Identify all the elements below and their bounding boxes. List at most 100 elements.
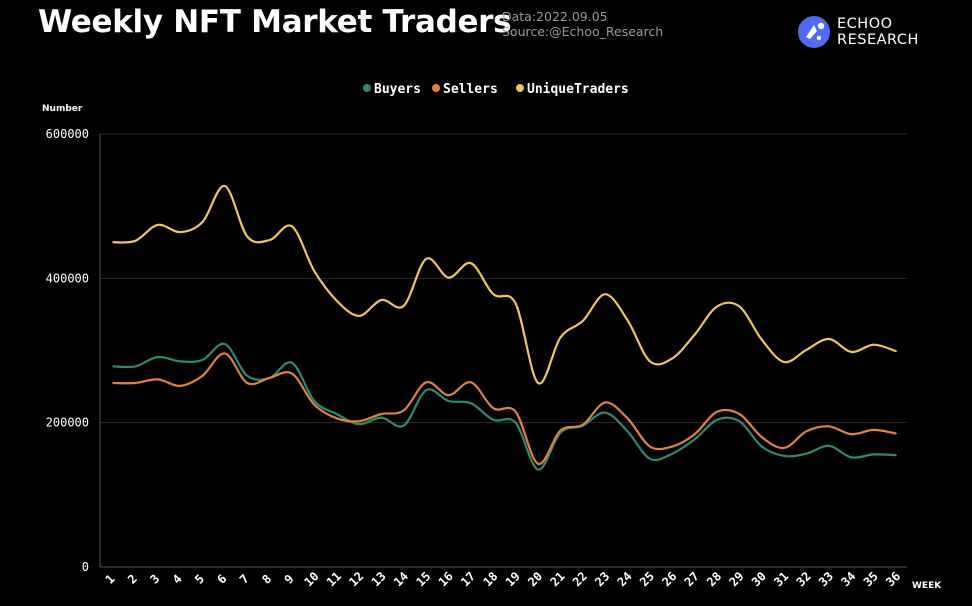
- data-point: [268, 239, 271, 241]
- x-tick-label: 29: [727, 569, 747, 589]
- y-axis-label: Number: [42, 104, 83, 114]
- logo-line-2: RESEARCH: [837, 32, 919, 48]
- data-point: [760, 436, 763, 438]
- x-tick-label: 6: [215, 572, 230, 587]
- x-tick-label: 20: [525, 569, 545, 589]
- data-point: [201, 221, 204, 223]
- y-tick-label: 400000: [46, 271, 89, 285]
- x-tick-label: 26: [659, 569, 679, 589]
- data-point: [872, 343, 875, 346]
- data-point: [649, 360, 651, 363]
- data-point: [783, 447, 785, 449]
- x-axis-label: WEEK: [912, 581, 942, 591]
- data-point: [514, 411, 517, 413]
- data-point: [805, 348, 808, 351]
- x-tick-label: 12: [346, 569, 366, 589]
- data-point: [828, 338, 830, 340]
- x-tick-label: 27: [682, 569, 702, 589]
- data-point: [335, 413, 338, 415]
- data-point: [649, 445, 651, 448]
- x-tick-label: 2: [125, 572, 140, 587]
- x-tick-label: 22: [570, 569, 590, 589]
- x-tick-label: 11: [324, 569, 344, 589]
- data-point: [760, 338, 763, 341]
- data-point: [358, 423, 360, 425]
- data-point: [246, 382, 249, 384]
- legend-marker: [363, 84, 371, 92]
- data-point: [537, 468, 539, 471]
- data-point: [559, 336, 562, 339]
- data-point: [470, 262, 472, 264]
- data-point: [447, 276, 450, 279]
- data-point: [537, 382, 539, 384]
- data-point: [805, 430, 808, 433]
- data-point: [224, 352, 226, 355]
- data-point: [671, 445, 674, 448]
- data-point: [895, 454, 897, 456]
- data-point: [403, 409, 405, 412]
- data-point: [291, 225, 293, 228]
- x-tick-label: 4: [170, 572, 185, 587]
- data-point: [649, 457, 651, 460]
- data-point: [134, 365, 137, 368]
- x-tick-label: 28: [704, 569, 724, 589]
- x-tick-label: 14: [391, 569, 411, 589]
- data-point: [514, 302, 517, 305]
- data-point: [872, 429, 875, 431]
- x-tick-label: 23: [592, 569, 612, 589]
- data-point: [716, 411, 718, 413]
- data-point: [156, 378, 159, 381]
- x-tick-label: 13: [369, 569, 389, 589]
- data-point: [626, 417, 629, 420]
- data-point: [537, 463, 539, 465]
- data-point: [380, 413, 383, 415]
- data-point: [470, 402, 472, 404]
- data-point: [671, 357, 674, 360]
- x-tick-label: 30: [749, 569, 769, 589]
- echoo-logo-icon: [798, 16, 830, 48]
- data-point: [783, 361, 785, 363]
- axes: [99, 134, 907, 568]
- x-tick-label: 5: [192, 572, 207, 587]
- data-point: [604, 411, 606, 414]
- series-line-buyers: [112, 342, 897, 471]
- data-point: [693, 438, 696, 441]
- y-tick-label: 0: [82, 560, 89, 574]
- data-point: [246, 235, 249, 238]
- x-tick-label: 19: [503, 569, 523, 589]
- series-buyers: [112, 342, 897, 471]
- data-point: [447, 394, 450, 397]
- legend-label: Sellers: [443, 82, 498, 97]
- x-tick-label: 17: [458, 569, 478, 589]
- data-point: [425, 381, 428, 384]
- data-point: [335, 417, 338, 420]
- logo-line-1: ECHOO: [837, 16, 893, 32]
- legend-item-buyers: Buyers: [363, 82, 421, 97]
- data-point: [693, 433, 696, 436]
- data-point: [201, 359, 204, 361]
- data-point: [783, 455, 785, 457]
- data-point: [134, 382, 137, 384]
- data-point: [738, 420, 741, 423]
- data-point: [447, 400, 450, 402]
- data-point: [828, 444, 830, 447]
- x-tick-label: 16: [436, 569, 456, 589]
- data-point: [559, 429, 562, 432]
- data-point: [179, 360, 181, 363]
- data-point: [514, 421, 517, 424]
- data-point: [291, 372, 293, 375]
- x-tick-label: 36: [883, 569, 903, 589]
- x-tick-label: 35: [861, 569, 881, 589]
- data-point: [313, 403, 316, 406]
- x-tick-label: 7: [237, 572, 252, 587]
- data-point: [179, 231, 181, 233]
- legend-item-sellers: Sellers: [432, 82, 498, 97]
- legend-marker: [516, 84, 524, 92]
- data-point: [492, 407, 495, 410]
- data-point: [246, 374, 249, 377]
- data-point: [313, 270, 316, 272]
- chart-meta: Data:2022.09.05 Source:@Echoo_Research: [502, 9, 663, 39]
- x-tick-label: 21: [548, 569, 568, 589]
- data-point: [179, 385, 181, 387]
